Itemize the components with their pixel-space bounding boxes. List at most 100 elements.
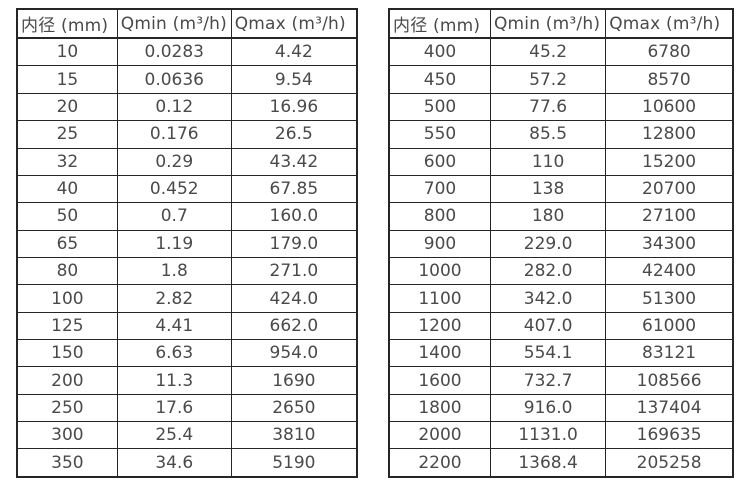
cell-qmin: 0.12 bbox=[116, 92, 232, 122]
table-row: 500 77.6 10600 bbox=[388, 92, 734, 122]
table-row: 150 6.63 954.0 bbox=[16, 339, 358, 368]
cell-qmax: 16.96 bbox=[230, 92, 358, 122]
cell-qmin: 1131.0 bbox=[489, 421, 607, 450]
table-row: 2000 1131.0 169635 bbox=[388, 421, 734, 450]
cell-qmin: 0.452 bbox=[116, 174, 232, 204]
cell-diameter: 450 bbox=[388, 65, 491, 94]
cell-qmax: 83121 bbox=[605, 339, 734, 368]
cell-diameter: 1600 bbox=[388, 366, 491, 395]
cell-qmax: 34300 bbox=[605, 229, 734, 258]
cell-qmin: 25.4 bbox=[116, 421, 232, 450]
cell-diameter: 250 bbox=[16, 393, 118, 423]
cell-diameter: 15 bbox=[16, 65, 118, 94]
cell-qmax: 20700 bbox=[605, 174, 734, 204]
column-header-qmax: Qmax (m³/h) bbox=[230, 8, 358, 39]
cell-diameter: 600 bbox=[388, 147, 491, 176]
cell-qmin: 2.82 bbox=[116, 284, 232, 313]
cell-qmin: 0.0636 bbox=[116, 65, 232, 94]
table-row: 250 17.6 2650 bbox=[16, 393, 358, 423]
cell-qmax: 4.42 bbox=[230, 37, 358, 67]
table-row: 100 2.82 424.0 bbox=[16, 284, 358, 313]
cell-qmin: 1.8 bbox=[116, 256, 232, 286]
cell-diameter: 1200 bbox=[388, 311, 491, 341]
table-row: 10 0.0283 4.42 bbox=[16, 37, 358, 67]
cell-qmin: 916.0 bbox=[489, 393, 607, 423]
cell-qmax: 205258 bbox=[605, 448, 734, 478]
cell-qmax: 9.54 bbox=[230, 65, 358, 94]
column-header-diameter: 内径 (mm) bbox=[388, 8, 491, 39]
cell-qmax: 10600 bbox=[605, 92, 734, 122]
table-row: 50 0.7 160.0 bbox=[16, 202, 358, 231]
cell-qmax: 954.0 bbox=[230, 339, 358, 368]
table-row: 1600 732.7 108566 bbox=[388, 366, 734, 395]
cell-qmax: 43.42 bbox=[230, 147, 358, 176]
cell-qmax: 26.5 bbox=[230, 120, 358, 149]
cell-qmin: 0.176 bbox=[116, 120, 232, 149]
table-row: 1100 342.0 51300 bbox=[388, 284, 734, 313]
cell-qmin: 407.0 bbox=[489, 311, 607, 341]
table-row: 300 25.4 3810 bbox=[16, 421, 358, 450]
cell-diameter: 10 bbox=[16, 37, 118, 67]
cell-qmin: 732.7 bbox=[489, 366, 607, 395]
table-row: 65 1.19 179.0 bbox=[16, 229, 358, 258]
column-header-diameter: 内径 (mm) bbox=[16, 8, 118, 39]
cell-diameter: 550 bbox=[388, 120, 491, 149]
cell-qmin: 0.0283 bbox=[116, 37, 232, 67]
cell-qmax: 61000 bbox=[605, 311, 734, 341]
cell-diameter: 100 bbox=[16, 284, 118, 313]
cell-diameter: 32 bbox=[16, 147, 118, 176]
table-row: 25 0.176 26.5 bbox=[16, 120, 358, 149]
table-row: 200 11.3 1690 bbox=[16, 366, 358, 395]
cell-qmin: 0.7 bbox=[116, 202, 232, 231]
cell-qmin: 34.6 bbox=[116, 448, 232, 478]
cell-diameter: 1400 bbox=[388, 339, 491, 368]
cell-qmin: 77.6 bbox=[489, 92, 607, 122]
cell-diameter: 80 bbox=[16, 256, 118, 286]
cell-qmin: 1368.4 bbox=[489, 448, 607, 478]
cell-diameter: 20 bbox=[16, 92, 118, 122]
cell-qmax: 12800 bbox=[605, 120, 734, 149]
column-header-qmin: Qmin (m³/h) bbox=[489, 8, 607, 39]
table-row: 1800 916.0 137404 bbox=[388, 393, 734, 423]
cell-qmax: 2650 bbox=[230, 393, 358, 423]
table-row: 600 110 15200 bbox=[388, 147, 734, 176]
cell-qmin: 57.2 bbox=[489, 65, 607, 94]
table-row: 800 180 27100 bbox=[388, 202, 734, 231]
cell-diameter: 700 bbox=[388, 174, 491, 204]
cell-diameter: 300 bbox=[16, 421, 118, 450]
table-header-row: 内径 (mm) Qmin (m³/h) Qmax (m³/h) bbox=[16, 8, 358, 39]
cell-qmax: 3810 bbox=[230, 421, 358, 450]
cell-qmax: 6780 bbox=[605, 37, 734, 67]
table-row: 400 45.2 6780 bbox=[388, 37, 734, 67]
flow-spec-table-right: 内径 (mm) Qmin (m³/h) Qmax (m³/h) 400 45.2 6… bbox=[388, 8, 734, 478]
table-row: 2200 1368.4 205258 bbox=[388, 448, 734, 478]
table-row: 900 229.0 34300 bbox=[388, 229, 734, 258]
cell-qmin: 282.0 bbox=[489, 256, 607, 286]
cell-qmin: 229.0 bbox=[489, 229, 607, 258]
cell-qmax: 424.0 bbox=[230, 284, 358, 313]
cell-qmin: 554.1 bbox=[489, 339, 607, 368]
cell-diameter: 800 bbox=[388, 202, 491, 231]
cell-qmin: 11.3 bbox=[116, 366, 232, 395]
table-row: 1200 407.0 61000 bbox=[388, 311, 734, 341]
cell-diameter: 350 bbox=[16, 448, 118, 478]
cell-diameter: 1100 bbox=[388, 284, 491, 313]
table-row: 32 0.29 43.42 bbox=[16, 147, 358, 176]
cell-diameter: 50 bbox=[16, 202, 118, 231]
cell-qmax: 5190 bbox=[230, 448, 358, 478]
cell-diameter: 900 bbox=[388, 229, 491, 258]
cell-qmax: 108566 bbox=[605, 366, 734, 395]
cell-qmax: 1690 bbox=[230, 366, 358, 395]
cell-diameter: 1000 bbox=[388, 256, 491, 286]
table-row: 40 0.452 67.85 bbox=[16, 174, 358, 204]
table-row: 125 4.41 662.0 bbox=[16, 311, 358, 341]
cell-qmax: 67.85 bbox=[230, 174, 358, 204]
cell-qmin: 138 bbox=[489, 174, 607, 204]
table-row: 350 34.6 5190 bbox=[16, 448, 358, 478]
cell-qmin: 180 bbox=[489, 202, 607, 231]
table-row: 700 138 20700 bbox=[388, 174, 734, 204]
cell-qmin: 1.19 bbox=[116, 229, 232, 258]
table-row: 550 85.5 12800 bbox=[388, 120, 734, 149]
cell-diameter: 2000 bbox=[388, 421, 491, 450]
